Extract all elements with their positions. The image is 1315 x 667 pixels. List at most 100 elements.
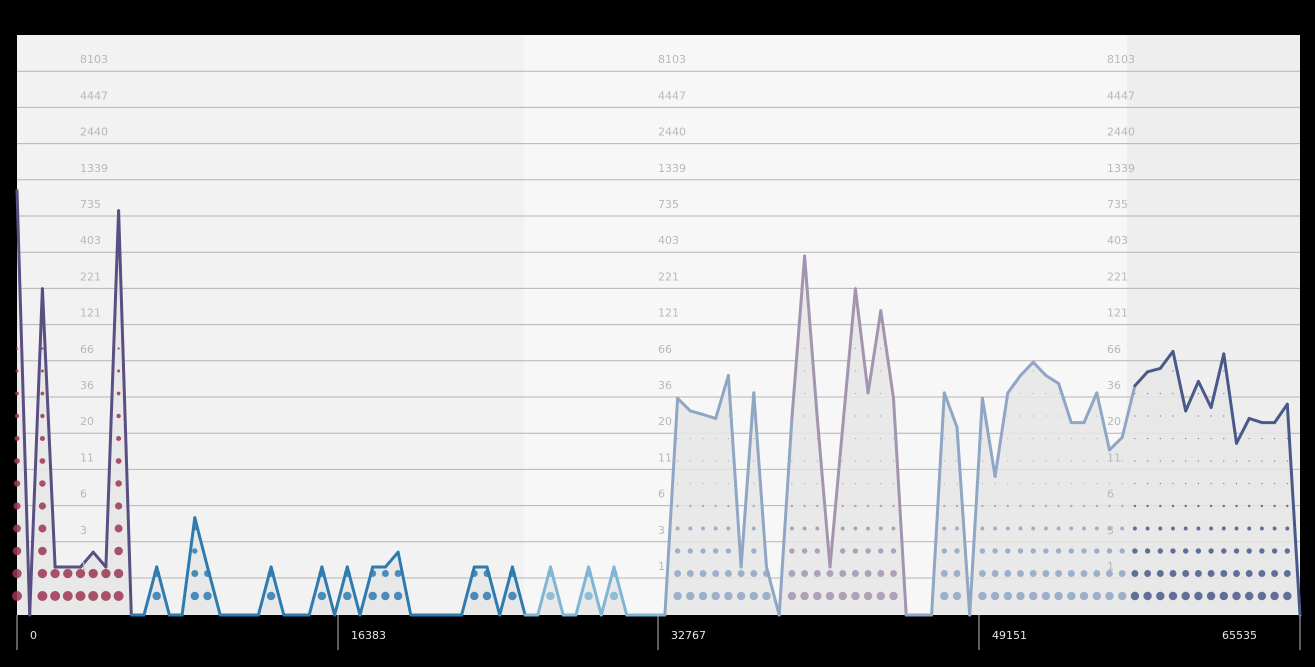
data-point — [1184, 504, 1187, 508]
data-point — [63, 568, 73, 579]
data-point — [1045, 415, 1047, 417]
data-point — [1208, 548, 1214, 554]
data-point — [715, 437, 717, 440]
y-tick-label: 1 — [658, 560, 665, 573]
data-point — [1083, 460, 1085, 462]
data-point — [956, 482, 958, 485]
data-point — [1004, 570, 1012, 577]
data-point — [1210, 460, 1212, 462]
y-tick-label: 20 — [1107, 415, 1121, 428]
data-point — [952, 591, 962, 601]
data-point — [1196, 526, 1201, 531]
data-point — [1159, 392, 1161, 395]
data-point — [115, 458, 122, 464]
data-point — [1105, 591, 1114, 601]
data-point — [727, 504, 730, 508]
data-point — [1018, 526, 1023, 531]
data-point — [1019, 482, 1022, 485]
data-point — [854, 347, 857, 350]
data-point — [1172, 392, 1174, 395]
series-line-segment — [1006, 374, 1022, 395]
data-point — [317, 591, 327, 601]
series-line-segment — [777, 416, 794, 617]
data-point — [62, 591, 73, 601]
data-point — [1245, 570, 1253, 577]
series-line-segment — [726, 374, 743, 569]
data-point — [801, 570, 809, 577]
data-point — [1157, 548, 1164, 554]
data-point — [1235, 482, 1238, 485]
data-point — [1172, 415, 1174, 417]
data-point — [1055, 548, 1062, 554]
series-line — [15, 189, 1302, 617]
data-point — [880, 392, 882, 395]
y-tick-label: 121 — [1107, 307, 1128, 320]
data-point — [1247, 526, 1252, 531]
data-point — [701, 504, 705, 508]
y-tick-label: 36 — [1107, 379, 1121, 392]
data-point — [393, 591, 403, 601]
y-tick-label: 4447 — [658, 89, 686, 102]
data-point — [854, 504, 857, 508]
data-point — [584, 591, 593, 601]
data-point — [1007, 415, 1009, 417]
data-point — [1258, 570, 1266, 577]
series-line-segment — [739, 391, 756, 569]
data-point — [1121, 482, 1123, 485]
data-point — [955, 504, 959, 508]
data-point — [1197, 460, 1199, 462]
data-point — [1042, 570, 1050, 577]
data-point — [727, 460, 730, 462]
data-point — [1197, 392, 1199, 395]
data-point — [1194, 591, 1203, 601]
y-tick-label: 403 — [1107, 234, 1128, 247]
data-point — [813, 591, 822, 601]
y-tick-label: 2440 — [1107, 126, 1135, 139]
data-point — [1248, 437, 1250, 440]
data-point — [1058, 437, 1060, 440]
series-line-segment — [803, 254, 819, 420]
data-point — [942, 526, 947, 531]
y-tick-label: 11 — [658, 451, 672, 464]
data-point — [1019, 504, 1022, 508]
y-tick-label: 8103 — [1107, 53, 1135, 66]
data-point — [1068, 548, 1075, 554]
data-point — [1283, 570, 1291, 577]
data-point — [751, 526, 756, 531]
data-point — [842, 482, 844, 485]
data-point — [1096, 482, 1098, 485]
series-line-segment — [866, 309, 883, 395]
data-point — [13, 480, 21, 487]
series-line-segment — [345, 565, 362, 617]
series-line-segment — [752, 391, 768, 569]
data-point — [880, 482, 882, 485]
data-point — [814, 548, 820, 554]
data-point — [993, 504, 997, 508]
data-point — [88, 568, 98, 579]
data-point — [789, 548, 795, 554]
series-line-segment — [510, 565, 527, 617]
data-point — [804, 347, 806, 350]
data-point — [1286, 482, 1288, 485]
series-line-segment — [1095, 391, 1111, 452]
data-point — [508, 591, 517, 601]
data-point — [38, 502, 47, 510]
data-point — [1032, 392, 1034, 395]
data-point — [1159, 460, 1161, 462]
data-point — [1019, 460, 1022, 462]
data-point — [1082, 526, 1086, 531]
data-point — [100, 591, 111, 601]
data-point — [13, 502, 21, 510]
data-point — [1185, 437, 1187, 440]
series-line-segment — [853, 287, 870, 395]
data-point — [866, 526, 871, 531]
series-line-segment — [117, 209, 133, 617]
series-line-segment — [396, 550, 413, 617]
series-line-segment — [612, 565, 629, 617]
data-point — [956, 460, 958, 462]
data-point — [867, 460, 869, 462]
data-point — [689, 504, 692, 508]
y-tick-label: 221 — [80, 270, 101, 283]
y-tick-label: 3 — [658, 524, 665, 537]
